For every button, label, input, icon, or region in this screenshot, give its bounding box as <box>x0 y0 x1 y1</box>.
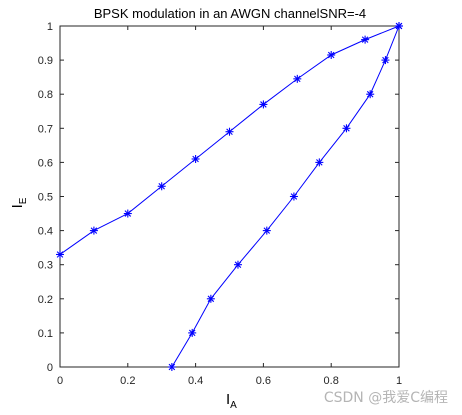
x-tick-label: 0.2 <box>120 375 135 387</box>
chart-title: BPSK modulation in an AWGN channelSNR=-4 <box>94 6 366 21</box>
svg-text:IE: IE <box>9 197 29 208</box>
y-tick-label: 1 <box>47 21 53 33</box>
data-point-marker <box>293 74 302 83</box>
y-axis-label: IE <box>9 197 29 208</box>
y-tick-label: 0.9 <box>38 55 53 67</box>
x-axis-ticks: 0 0.2 0.4 0.6 0.8 1 <box>57 26 402 387</box>
data-point-marker <box>89 226 98 235</box>
data-point-marker <box>56 250 64 259</box>
data-point-marker <box>315 158 324 167</box>
data-point-marker <box>262 226 271 235</box>
data-point-marker <box>361 35 370 44</box>
y-tick-label: 0.5 <box>38 192 53 204</box>
y-axis-ticks: 0 0.1 0.2 0.3 0.4 0.5 0.6 0.7 0.8 0.9 1 <box>38 21 399 374</box>
data-point-marker <box>366 90 375 99</box>
data-point-marker <box>167 363 176 371</box>
data-point-marker <box>206 294 215 303</box>
data-point-marker <box>259 100 268 109</box>
x-axis-label-main: I <box>226 391 230 408</box>
x-tick-label: 0.6 <box>256 375 271 387</box>
y-tick-label: 0.1 <box>38 328 53 340</box>
y-tick-label: 0.6 <box>38 157 53 169</box>
y-tick-label: 0 <box>47 362 53 374</box>
data-point-marker <box>157 182 166 191</box>
x-tick-label: 1 <box>396 375 402 387</box>
y-axis-label-sub: E <box>18 197 29 204</box>
x-axis-label: IA <box>226 391 237 411</box>
x-tick-label: 0.4 <box>188 375 203 387</box>
svg-text:IA: IA <box>226 391 237 411</box>
watermark: CSDN @我爱C编程 <box>323 390 448 406</box>
y-axis-label-main: I <box>9 204 26 208</box>
y-tick-label: 0.8 <box>38 89 53 101</box>
data-point-marker <box>342 124 351 133</box>
axes-box <box>59 25 400 368</box>
series-layer <box>56 22 403 371</box>
data-point-marker <box>225 127 234 136</box>
y-tick-label: 0.3 <box>38 260 53 272</box>
y-tick-label: 0.2 <box>38 294 53 306</box>
data-point-marker <box>191 154 200 163</box>
data-point-marker <box>233 260 242 269</box>
data-point-marker <box>327 50 336 59</box>
x-tick-label: 0 <box>57 375 63 387</box>
y-tick-label: 0.4 <box>38 226 53 238</box>
data-point-marker <box>395 22 403 30</box>
data-point-marker <box>188 328 197 337</box>
x-axis-label-sub: A <box>230 400 237 411</box>
x-tick-label: 0.8 <box>324 375 339 387</box>
data-point-marker <box>123 209 132 218</box>
plot-area: 0 0.2 0.4 0.6 0.8 1 0 0.1 0.2 0.3 0.4 0.5 0.6 0.7 0.8… <box>38 21 403 387</box>
data-point-marker <box>381 56 390 65</box>
y-tick-label: 0.7 <box>38 123 53 135</box>
data-point-marker <box>289 192 298 201</box>
